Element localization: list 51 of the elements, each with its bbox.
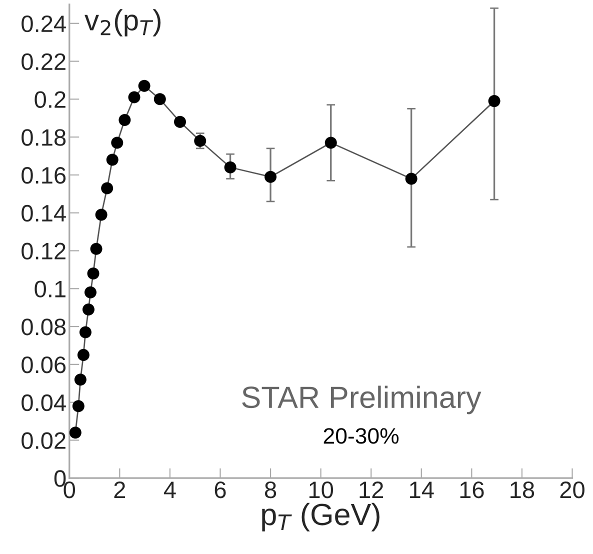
point [90,242,102,255]
point [264,170,277,183]
point [74,374,86,386]
x-tick-label: 18 [510,482,534,498]
x-tick-label: 6 [214,482,226,498]
point [79,326,92,338]
point [101,182,114,194]
point [174,116,186,128]
point [87,267,100,280]
point [405,172,418,185]
x-tick-label: 16 [460,482,484,498]
annotation: STAR Preliminary [242,386,482,414]
point [95,208,108,221]
y-tick-label: 0.1 [34,280,66,298]
x-tick-label: 4 [164,482,176,498]
x-axis-title: p$_{T}$ (GeV) [262,502,380,532]
point [84,286,97,298]
y-tick-label: 0 [54,470,66,487]
y-tick-label: 0.08 [22,318,66,336]
point [72,400,84,412]
y-tick-label: 0.06 [22,356,66,374]
point [138,80,150,92]
point [324,136,337,149]
point [118,114,131,126]
point [154,93,166,106]
y-tick-label: 0.16 [22,167,66,184]
point [77,348,90,361]
y-tick-label: 0.22 [22,53,66,70]
point [82,303,95,316]
y-axis-title: v$_{2}$(p$_{T}$) [84,9,160,36]
y-tick-label: 0.14 [22,204,66,222]
x-tick-label: 8 [264,482,276,498]
point [128,91,140,104]
point [111,136,124,149]
x-tick-label: 10 [309,482,334,498]
annotation: 20-30% [324,428,399,444]
y-tick-label: 0.24 [22,15,66,32]
x-tick-label: 14 [410,482,434,498]
x-tick-label: 12 [360,482,384,498]
point [194,134,206,147]
y-tick-label: 0.02 [22,432,66,449]
y-tick-label: 0.12 [22,242,66,260]
x-tick-label: 20 [560,482,584,498]
y-tick-label: 0.04 [22,394,66,412]
y-tick-label: 0.2 [34,91,66,108]
x-tick-label: 2 [114,482,126,498]
y-tick-label: 0.18 [22,129,66,146]
point [106,154,118,166]
point [488,95,500,108]
point [224,161,236,174]
point [69,426,82,439]
